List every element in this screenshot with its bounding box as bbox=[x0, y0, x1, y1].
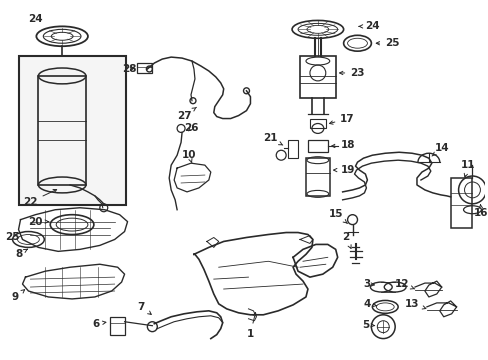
Bar bbox=[309, 118, 325, 129]
Text: 25: 25 bbox=[5, 233, 20, 243]
Bar bbox=[300, 56, 335, 98]
Text: 12: 12 bbox=[394, 279, 414, 289]
Text: 23: 23 bbox=[339, 68, 364, 78]
Text: 1: 1 bbox=[246, 312, 256, 339]
Text: 28: 28 bbox=[122, 64, 137, 74]
Text: 3: 3 bbox=[363, 279, 374, 289]
Text: 2: 2 bbox=[341, 233, 350, 248]
Text: 11: 11 bbox=[460, 160, 475, 177]
Bar bbox=[450, 178, 471, 228]
Text: 9: 9 bbox=[12, 290, 24, 302]
Text: 18: 18 bbox=[331, 140, 354, 150]
Text: 24: 24 bbox=[359, 21, 379, 31]
Text: 6: 6 bbox=[92, 319, 106, 329]
Text: 24: 24 bbox=[28, 14, 42, 24]
Text: 10: 10 bbox=[182, 150, 196, 163]
Text: 8: 8 bbox=[15, 249, 27, 259]
Text: 26: 26 bbox=[183, 123, 198, 134]
Text: 13: 13 bbox=[404, 299, 425, 309]
Text: 14: 14 bbox=[431, 143, 448, 156]
Bar bbox=[307, 140, 327, 152]
Text: 5: 5 bbox=[361, 320, 374, 330]
Text: 20: 20 bbox=[28, 217, 48, 227]
Text: 4: 4 bbox=[363, 299, 376, 309]
Bar bbox=[38, 76, 86, 185]
Text: 22: 22 bbox=[23, 189, 57, 207]
Bar bbox=[109, 317, 124, 334]
Bar bbox=[287, 140, 297, 158]
Text: 7: 7 bbox=[138, 302, 151, 314]
Bar bbox=[19, 56, 125, 205]
Text: 25: 25 bbox=[375, 38, 399, 48]
Text: 27: 27 bbox=[176, 107, 196, 121]
Text: 19: 19 bbox=[333, 165, 354, 175]
Bar bbox=[305, 158, 329, 196]
Text: 16: 16 bbox=[473, 204, 488, 218]
Text: 17: 17 bbox=[329, 113, 354, 124]
Text: 15: 15 bbox=[328, 209, 346, 223]
Text: 21: 21 bbox=[263, 133, 282, 145]
Bar bbox=[137, 63, 152, 73]
